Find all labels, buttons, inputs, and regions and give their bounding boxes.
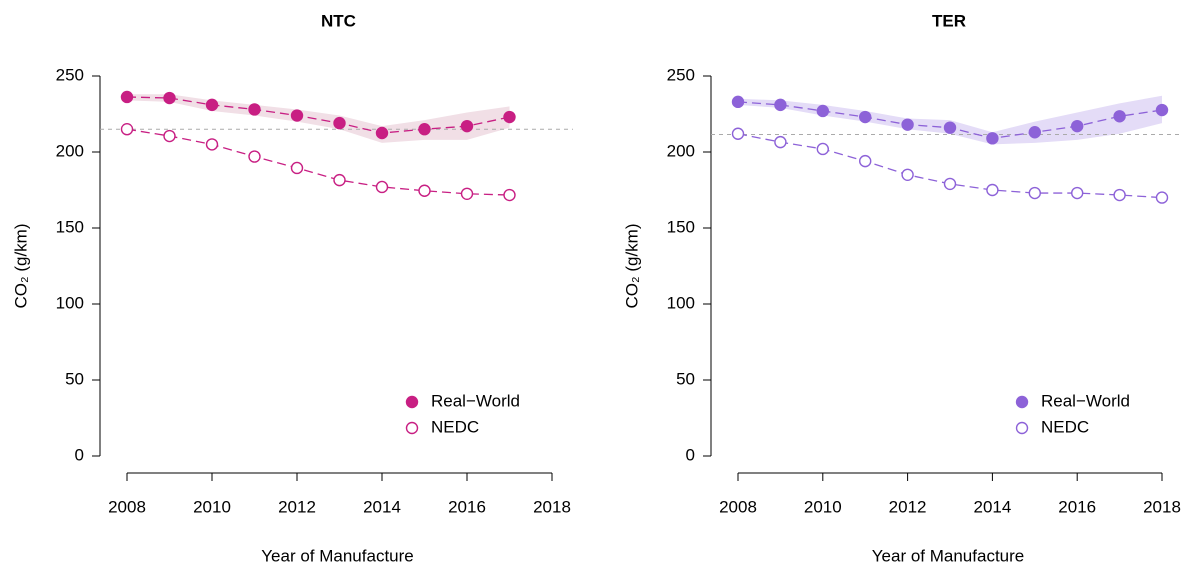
data-point — [333, 173, 346, 187]
data-point — [986, 132, 999, 145]
data-point — [1070, 186, 1084, 200]
y-tick-label: 0 — [686, 445, 695, 464]
data-point — [901, 168, 914, 182]
data-point — [1070, 119, 1084, 133]
y-tick-label: 100 — [56, 293, 84, 312]
data-point — [1155, 191, 1169, 204]
data-point — [120, 90, 134, 104]
data-point — [290, 109, 304, 122]
data-point — [774, 135, 787, 149]
y-tick-label: 250 — [667, 65, 695, 84]
x-tick-label: 2010 — [804, 497, 842, 516]
data-point — [731, 95, 745, 109]
data-point — [943, 177, 957, 191]
panel: TER Year of Manufacture CO₂ (g/km) 0 50 100 15… — [622, 11, 1183, 565]
data-point — [503, 110, 516, 124]
series-line — [126, 128, 510, 196]
data-point — [205, 138, 219, 151]
legend-label: Real−World — [431, 391, 520, 410]
y-axis-label: CO₂ (g/km) — [622, 224, 641, 309]
x-tick-label: 2018 — [1143, 497, 1181, 516]
y-tick-label: 150 — [56, 217, 84, 236]
data-point — [418, 122, 431, 136]
legend-marker — [405, 421, 419, 435]
legend-marker — [1015, 395, 1029, 409]
data-point — [1113, 188, 1126, 202]
chart-title: NTC — [321, 11, 356, 30]
data-point — [205, 98, 219, 112]
data-point — [248, 150, 261, 163]
data-point — [1028, 126, 1042, 139]
x-axis-label: Year of Manufacture — [872, 546, 1024, 565]
confidence-band — [127, 94, 510, 143]
x-tick-label: 2012 — [278, 497, 316, 516]
data-point — [290, 161, 304, 175]
x-tick-label: 2018 — [533, 497, 571, 516]
legend-marker — [1015, 421, 1029, 435]
data-point — [460, 119, 474, 133]
x-tick-label: 2012 — [889, 497, 927, 516]
x-tick-label: 2008 — [108, 497, 146, 516]
data-point — [859, 154, 872, 168]
data-point — [163, 129, 176, 143]
data-point — [163, 91, 176, 105]
x-tick-label: 2016 — [448, 497, 486, 516]
y-tick-label: 50 — [65, 369, 84, 388]
data-point — [333, 116, 346, 130]
x-tick-label: 2008 — [719, 497, 757, 516]
data-point — [901, 118, 914, 131]
data-point — [816, 104, 829, 118]
y-tick-label: 0 — [75, 445, 84, 464]
y-tick-label: 200 — [56, 141, 84, 160]
legend-marker — [405, 395, 419, 409]
data-point — [120, 122, 134, 136]
legend-label: NEDC — [431, 417, 479, 436]
x-tick-label: 2014 — [363, 497, 401, 516]
data-point — [375, 180, 389, 194]
data-point — [816, 142, 829, 156]
y-tick-label: 200 — [667, 141, 695, 160]
x-axis-label: Year of Manufacture — [261, 546, 413, 565]
x-tick-label: 2014 — [973, 497, 1011, 516]
y-tick-label: 250 — [56, 65, 84, 84]
legend-label: NEDC — [1041, 417, 1089, 436]
data-point — [943, 121, 957, 134]
data-point — [731, 127, 745, 140]
panel: NTC Year of Manufacture CO₂ (g/km) 0 50 100 15… — [11, 11, 573, 565]
data-point — [503, 188, 516, 202]
data-point — [1155, 103, 1169, 117]
y-tick-label: 100 — [667, 293, 695, 312]
x-tick-label: 2010 — [193, 497, 231, 516]
data-point — [859, 110, 872, 124]
data-point — [248, 103, 261, 116]
y-axis-label: CO₂ (g/km) — [11, 224, 30, 309]
data-point — [460, 187, 474, 201]
data-point — [986, 183, 999, 197]
data-point — [1028, 186, 1042, 200]
chart-title: TER — [932, 11, 966, 30]
data-point — [1113, 110, 1126, 123]
y-tick-label: 150 — [667, 217, 695, 236]
data-point — [774, 98, 787, 112]
data-point — [375, 126, 389, 140]
legend-label: Real−World — [1041, 391, 1130, 410]
x-tick-label: 2016 — [1058, 497, 1096, 516]
y-tick-label: 50 — [676, 369, 695, 388]
data-point — [418, 184, 431, 197]
confidence-band — [738, 95, 1162, 145]
series-line — [126, 96, 510, 134]
